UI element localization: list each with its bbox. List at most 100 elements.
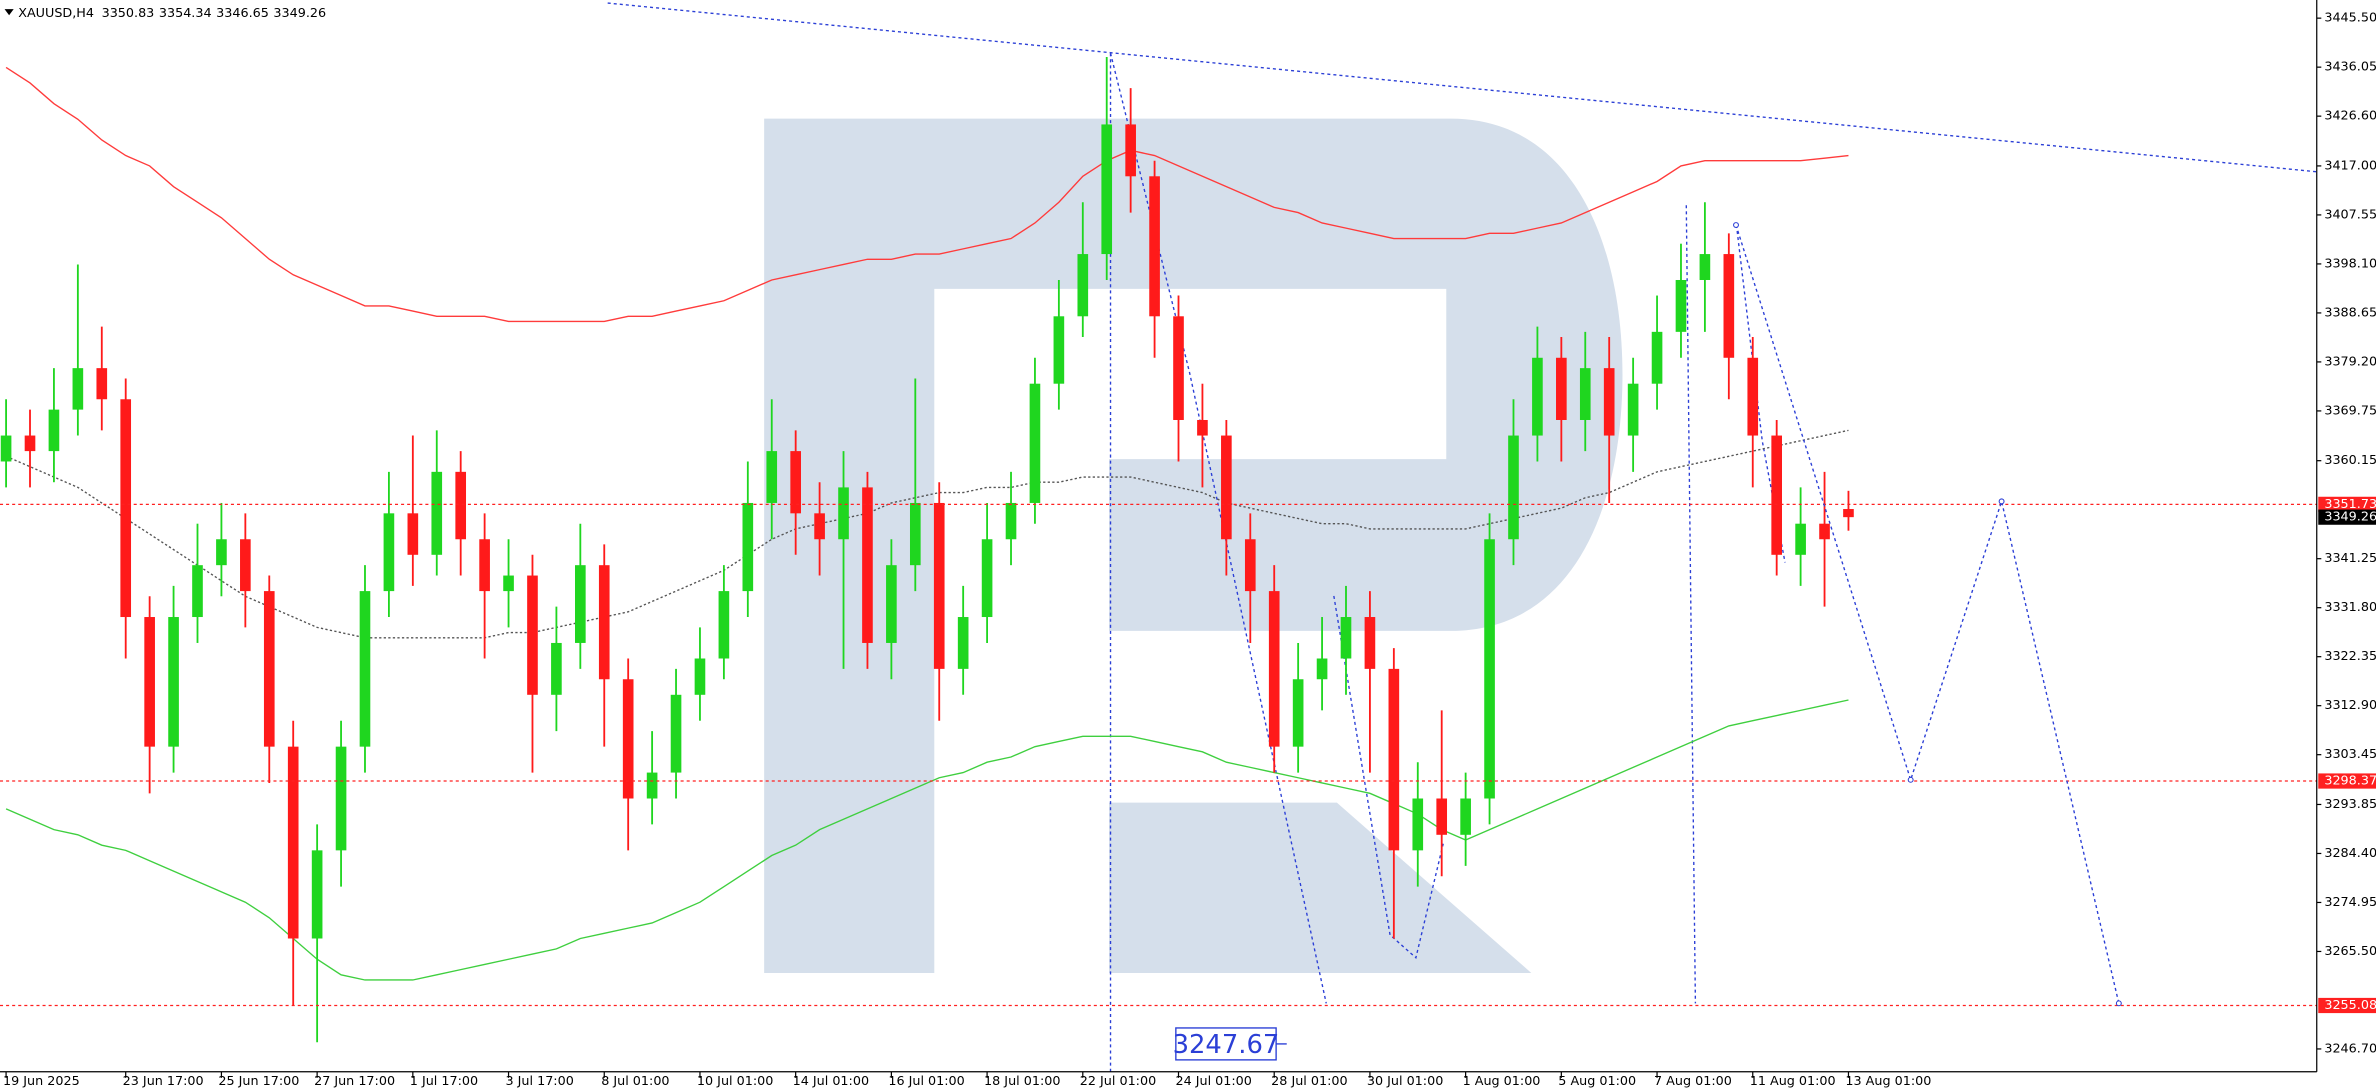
candle-body — [0, 435, 12, 462]
candle-body — [1053, 316, 1065, 384]
candle-body — [431, 471, 443, 555]
candle-body — [886, 565, 897, 643]
current-price-bg — [2318, 509, 2376, 525]
candle-body — [1149, 176, 1160, 317]
candle-body — [1819, 523, 1830, 540]
candle-body — [790, 451, 801, 514]
x-tick-label: 22 Jul 01:00 — [1080, 1074, 1156, 1089]
candle-body — [479, 539, 490, 592]
watermark-logo — [764, 118, 1623, 973]
candle-body — [1579, 368, 1591, 420]
y-tick-label: 3265.50 — [2324, 944, 2376, 959]
candle-body — [598, 565, 610, 680]
x-tick-label: 13 Aug 01:00 — [1845, 1074, 1931, 1089]
level-label-bg — [2318, 773, 2376, 789]
candle-body — [1029, 383, 1041, 503]
forecast-point — [1907, 776, 1914, 783]
candle-body — [287, 746, 299, 939]
y-tick-label: 3274.95 — [2324, 895, 2376, 910]
x-tick-label: 23 Jun 17:00 — [123, 1074, 204, 1089]
candle-body — [1723, 254, 1735, 358]
candle-body — [1268, 591, 1280, 747]
candle-body — [957, 617, 969, 669]
chart-header: XAUUSD,H4 3350.83 3354.34 3346.65 3349.26 — [18, 5, 326, 20]
candle-body — [622, 679, 634, 799]
y-tick-label: 3388.65 — [2324, 305, 2376, 320]
level-label: 3351.73 — [2324, 497, 2376, 512]
candle-body — [311, 850, 323, 939]
low-price: 3346.65 — [216, 5, 269, 20]
x-tick-label: 10 Jul 01:00 — [697, 1074, 773, 1089]
candle-body — [981, 539, 993, 618]
candle-body — [1843, 509, 1854, 518]
candle-body — [1364, 617, 1376, 669]
forecast-point — [2115, 1000, 2122, 1007]
y-tick-label: 3426.60 — [2324, 109, 2376, 124]
y-tick-label: 3322.35 — [2324, 649, 2376, 664]
candle-body — [1101, 124, 1113, 255]
x-tick-label: 25 Jun 17:00 — [218, 1074, 299, 1089]
y-tick-label: 3293.85 — [2324, 797, 2376, 812]
candle-body — [718, 591, 730, 659]
x-tick-label: 7 Aug 01:00 — [1654, 1074, 1732, 1089]
candle-body — [1005, 502, 1017, 540]
candle-body — [1292, 679, 1304, 747]
candle-body — [1771, 435, 1782, 555]
candle-body — [670, 694, 682, 773]
candle-body — [1603, 368, 1615, 436]
high-price: 3354.34 — [159, 5, 212, 20]
candle-body — [1508, 435, 1519, 540]
candle-body — [551, 642, 562, 695]
x-tick-label: 8 Jul 01:00 — [601, 1074, 669, 1089]
candle-body — [742, 502, 754, 592]
candle-body — [694, 658, 706, 695]
candle-body — [120, 399, 132, 618]
candle-body — [1627, 383, 1639, 436]
candle-body — [503, 575, 514, 592]
y-tick-label: 3331.80 — [2324, 600, 2376, 615]
collapse-icon — [4, 9, 14, 16]
candle-body — [1388, 668, 1400, 851]
candle-body — [455, 471, 467, 540]
candle-body — [72, 368, 84, 410]
candle-body — [1244, 539, 1256, 592]
y-tick-label: 3360.15 — [2324, 453, 2376, 468]
y-tick-label: 3417.00 — [2324, 158, 2376, 173]
x-tick-label: 1 Jul 17:00 — [410, 1074, 478, 1089]
target-label: 3247.67 — [1173, 1030, 1280, 1060]
x-tick-label: 24 Jul 01:00 — [1175, 1074, 1251, 1089]
candle-body — [527, 575, 538, 695]
forecast-point — [1998, 498, 2005, 505]
candle-body — [1675, 279, 1687, 332]
x-tick-label: 1 Aug 01:00 — [1463, 1074, 1541, 1089]
candle-body — [1340, 617, 1352, 659]
x-tick-label: 16 Jul 01:00 — [888, 1074, 964, 1089]
y-tick-label: 3303.45 — [2324, 747, 2376, 762]
y-tick-label: 3379.20 — [2324, 354, 2376, 369]
open-price: 3350.83 — [102, 5, 155, 20]
candle-body — [168, 617, 179, 747]
candle-body — [1412, 798, 1424, 851]
level-label-bg — [2318, 997, 2376, 1014]
candle-body — [1484, 539, 1495, 799]
candle-body — [1436, 798, 1448, 835]
symbol: XAUUSD,H4 — [18, 5, 94, 20]
candle-body — [766, 451, 778, 503]
candle-body — [1747, 357, 1759, 436]
candle-body — [359, 591, 371, 747]
candles — [0, 57, 1854, 1043]
candle-body — [1077, 254, 1089, 317]
forecast-point — [1733, 222, 1739, 228]
candle-body — [1532, 357, 1543, 436]
candle-body — [48, 409, 60, 452]
axes: 3445.50 3436.05 3426.60 3417.00 3407.55 3398.… — [3, 11, 2376, 1089]
x-tick-label: 14 Jul 01:00 — [793, 1074, 869, 1089]
level-label-bg — [2318, 496, 2376, 512]
x-tick-label: 3 Jul 17:00 — [506, 1074, 574, 1089]
candle-body — [96, 368, 108, 400]
candle-body — [575, 565, 586, 643]
trend-line — [607, 2, 2317, 173]
x-tick-label: 30 Jul 01:00 — [1367, 1074, 1443, 1089]
candle-body — [1460, 798, 1471, 835]
